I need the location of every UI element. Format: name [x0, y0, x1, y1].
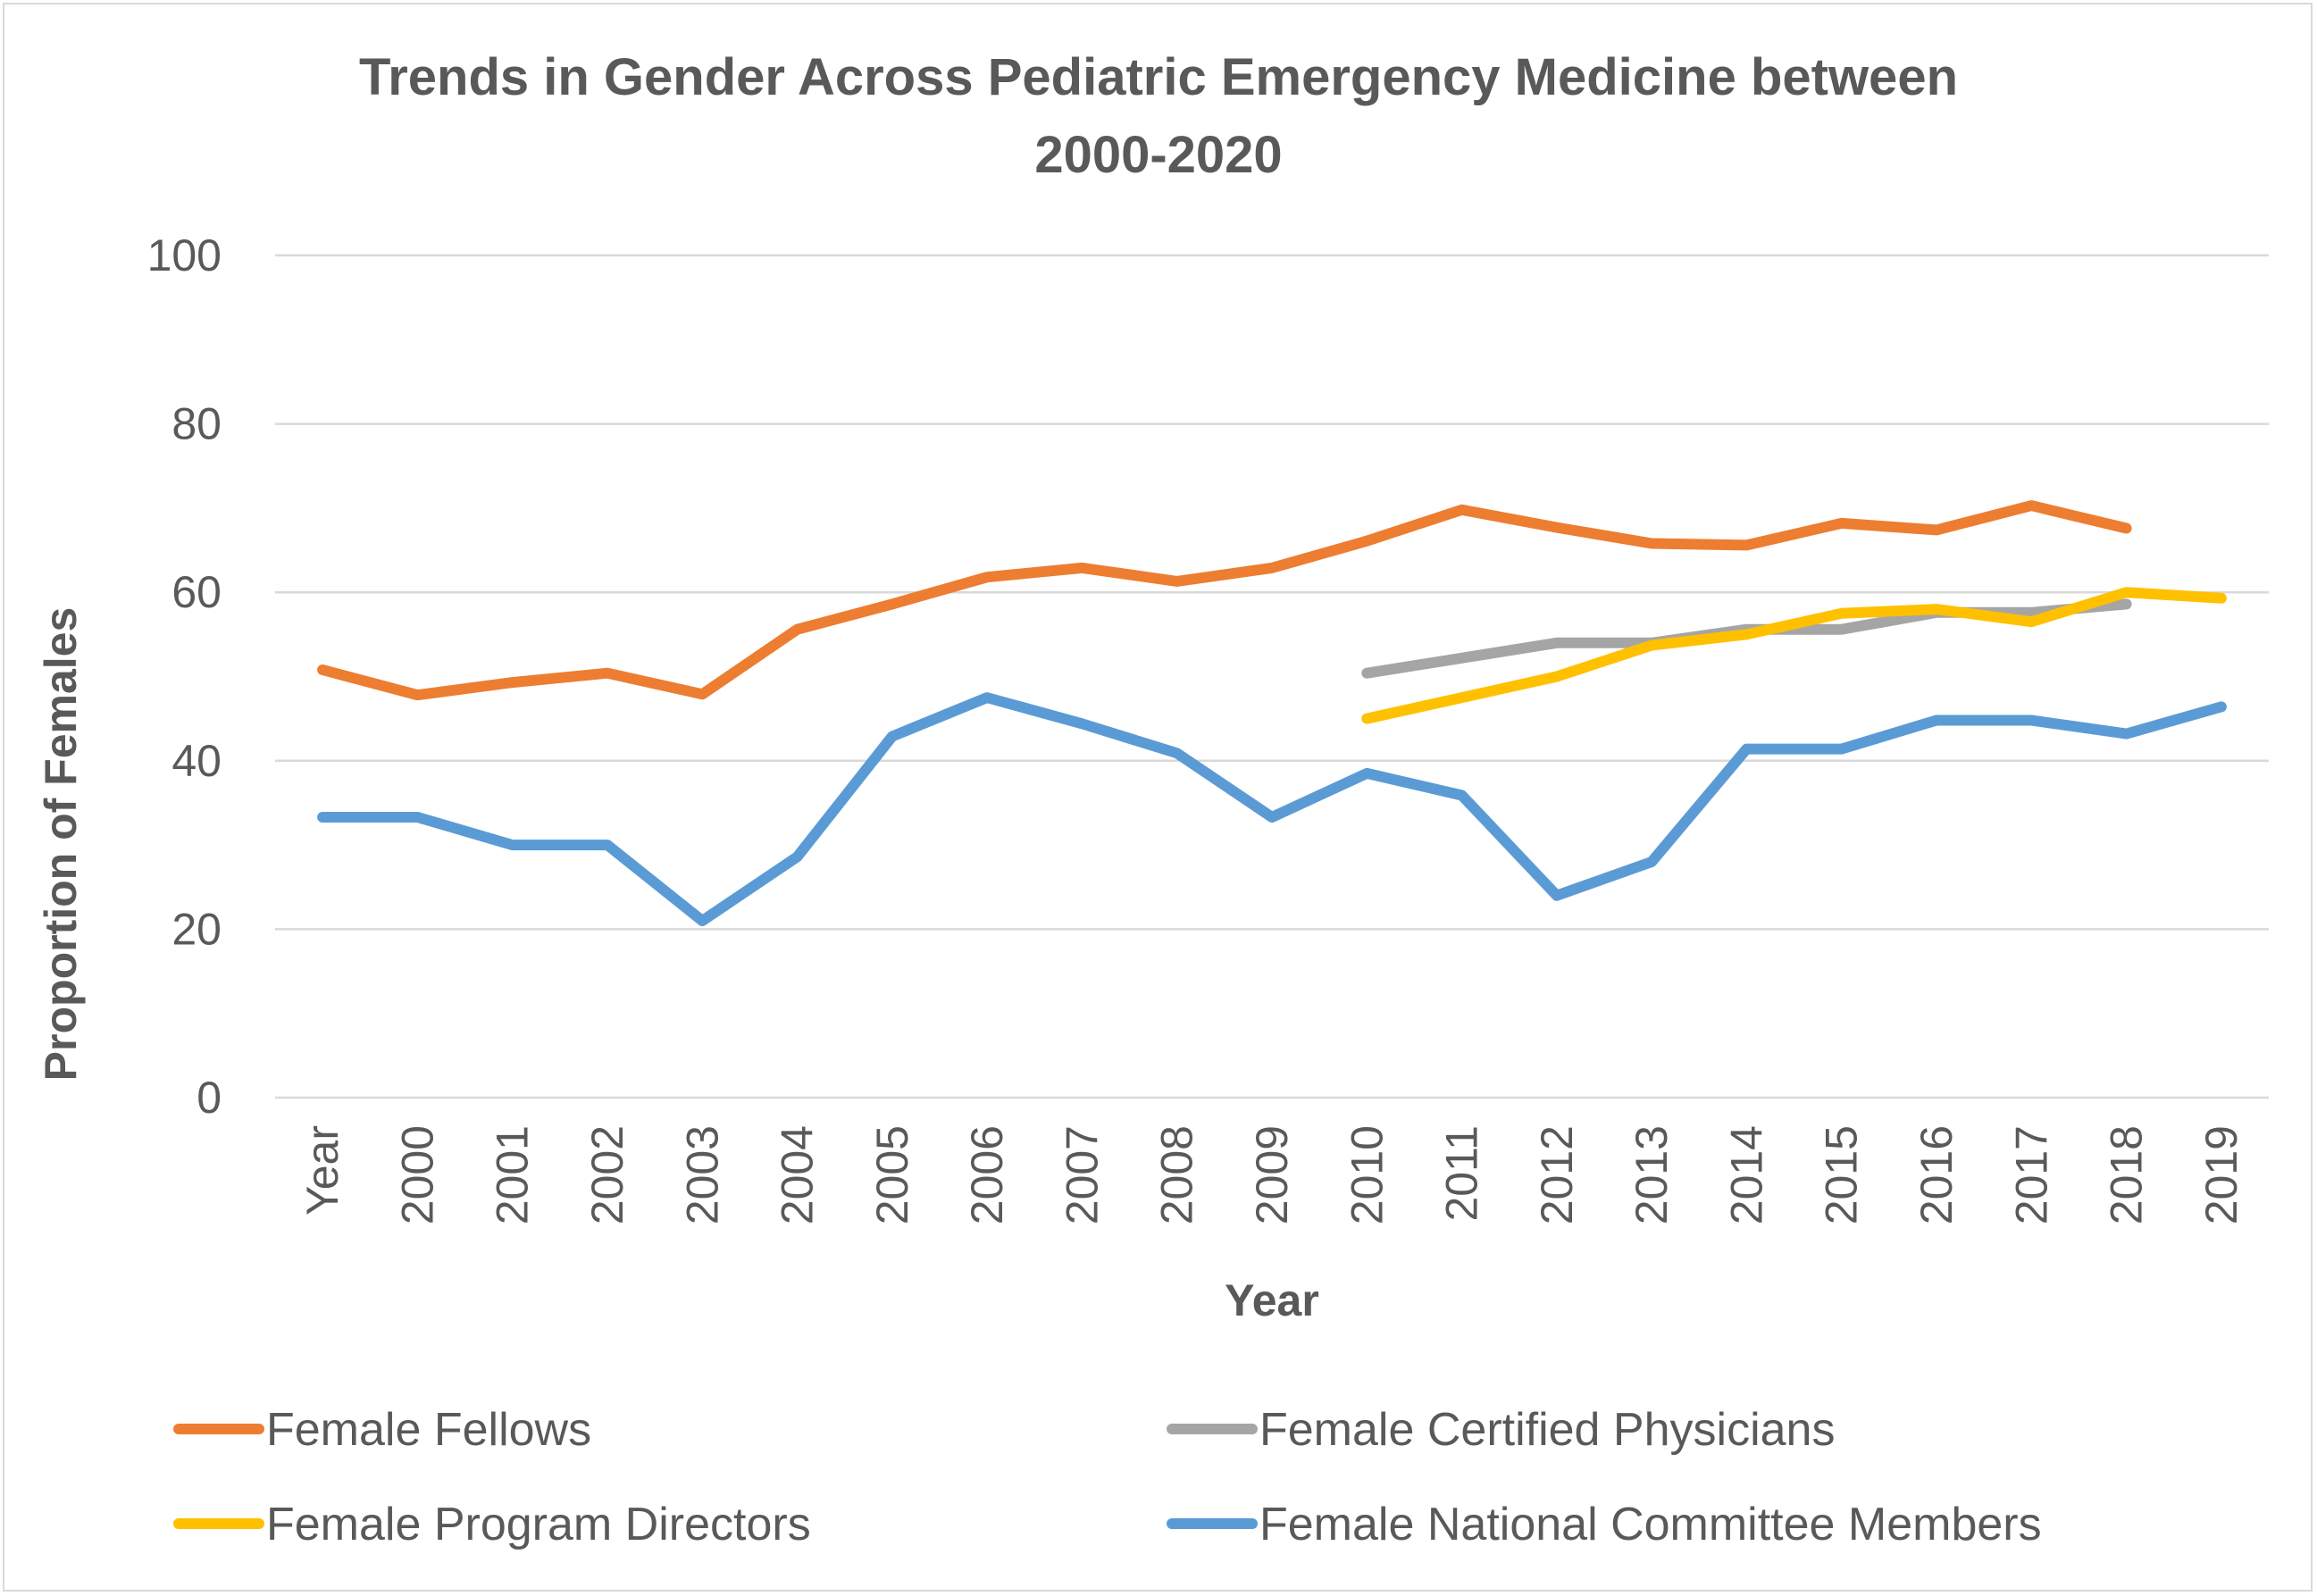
series-lines: [317, 500, 2227, 926]
y-axis-title: Proportion of Females: [36, 607, 86, 1082]
y-tick-label: 0: [197, 1073, 222, 1123]
y-axis-ticks: 0 20 40 60 80 100: [147, 230, 222, 1123]
x-tick-label: 2017: [2006, 1125, 2056, 1224]
x-axis-title: Year: [1225, 1275, 1319, 1325]
x-tick-label: Year: [297, 1125, 347, 1216]
legend: Female Fellows Female Certified Physician…: [173, 1404, 2042, 1550]
chart-title-line-2: 2000-2020: [1034, 126, 1282, 184]
legend-label: Female Fellows: [266, 1404, 591, 1456]
legend-item: Female Fellows: [173, 1404, 591, 1456]
y-tick-label: 80: [171, 399, 222, 449]
legend-item: Female National Committee Members: [1167, 1499, 2042, 1550]
x-tick-label: 2019: [2196, 1125, 2246, 1224]
x-tick-label: 2001: [488, 1125, 538, 1224]
x-tick-label: 2009: [1247, 1125, 1297, 1224]
legend-item: Female Certified Physicians: [1167, 1404, 1835, 1456]
x-tick-label: 2004: [773, 1125, 823, 1224]
chart-frame: [3, 3, 2313, 1592]
x-tick-label: 2011: [1437, 1125, 1487, 1222]
y-tick-label: 60: [171, 567, 222, 617]
legend-label: Female National Committee Members: [1259, 1499, 2042, 1550]
x-tick-label: 2002: [582, 1125, 632, 1224]
chart-title-line-1: Trends in Gender Across Pediatric Emerge…: [359, 48, 1958, 106]
x-tick-label: 2008: [1152, 1125, 1202, 1224]
x-tick-label: 2006: [962, 1125, 1012, 1224]
series-line-0: [317, 500, 2132, 701]
x-tick-label: 2010: [1342, 1125, 1392, 1224]
x-tick-label: 2018: [2102, 1125, 2152, 1224]
y-tick-label: 100: [147, 230, 222, 280]
x-tick-label: 2014: [1721, 1125, 1771, 1224]
x-tick-label: 2016: [1911, 1125, 1962, 1224]
legend-label: Female Program Directors: [266, 1499, 811, 1550]
y-tick-label: 40: [171, 736, 222, 786]
x-tick-label: 2005: [867, 1125, 917, 1224]
x-tick-label: 2007: [1057, 1125, 1107, 1224]
x-tick-label: 2012: [1532, 1125, 1582, 1224]
y-tick-label: 20: [171, 904, 222, 954]
legend-item: Female Program Directors: [173, 1499, 811, 1550]
gridlines: [275, 254, 2269, 1099]
x-axis-ticks: Year 2000 2001 2002 2003 2004 2005 2006 2007 2008…: [297, 1125, 2246, 1224]
series-line-3: [317, 692, 2227, 926]
chart-title: Trends in Gender Across Pediatric Emerge…: [359, 48, 1958, 184]
x-tick-label: 2000: [392, 1125, 442, 1224]
x-tick-label: 2015: [1817, 1125, 1867, 1224]
x-tick-label: 2013: [1627, 1125, 1677, 1224]
x-tick-label: 2003: [677, 1125, 727, 1224]
series-line-2: [1361, 587, 2227, 724]
legend-label: Female Certified Physicians: [1259, 1404, 1835, 1456]
